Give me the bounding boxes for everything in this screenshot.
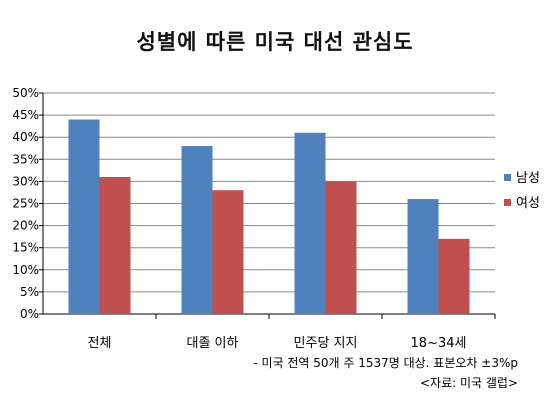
bar-male — [181, 146, 213, 314]
x-category-label: 대졸 이하 — [187, 336, 239, 351]
x-category-label: 전체 — [88, 336, 112, 351]
y-tick-label: 20% — [12, 219, 39, 233]
x-category-label: 18~34세 — [411, 336, 467, 351]
y-tick-label: 0% — [20, 307, 39, 321]
legend-label: 남성 — [516, 171, 540, 186]
y-tick-label: 5% — [20, 285, 39, 299]
source-note: <자료: 미국 갤럽> — [419, 376, 518, 390]
y-tick-label: 45% — [12, 108, 39, 122]
survey-note: - 미국 전역 50개 주 1537명 대상. 표본오차 ±3%p — [253, 356, 518, 370]
chart-title: 성별에 따른 미국 대선 관심도 — [136, 30, 414, 54]
bar-male — [294, 132, 326, 314]
y-tick-label: 25% — [12, 197, 39, 211]
bar-female — [438, 238, 470, 314]
bar-female — [99, 176, 131, 314]
y-tick-label: 35% — [12, 152, 39, 166]
y-tick-label: 40% — [12, 130, 39, 144]
y-tick-label: 15% — [12, 241, 39, 255]
bar-male — [407, 199, 439, 314]
bar-female — [325, 181, 357, 314]
y-tick-label: 30% — [12, 174, 39, 188]
legend-label: 여성 — [516, 196, 540, 211]
bar-female — [212, 190, 244, 314]
y-tick-label: 50% — [12, 86, 39, 100]
legend-swatch — [504, 174, 511, 181]
legend-swatch — [504, 199, 511, 206]
bar-male — [68, 119, 100, 315]
y-tick-label: 10% — [12, 263, 39, 277]
x-category-label: 민주당 지지 — [294, 336, 358, 351]
